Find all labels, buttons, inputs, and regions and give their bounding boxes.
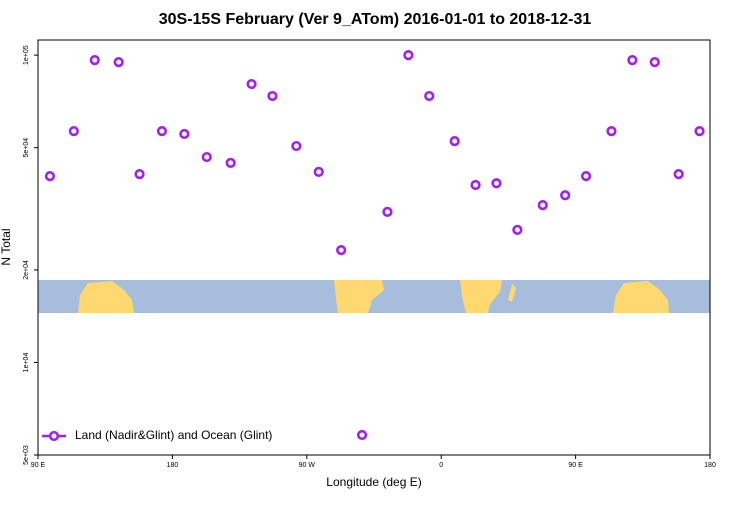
point bbox=[627, 55, 638, 66]
point bbox=[403, 50, 414, 61]
x-tick-label: 0 bbox=[439, 462, 443, 469]
point bbox=[580, 171, 592, 182]
point bbox=[336, 245, 347, 256]
world-map-strip bbox=[38, 280, 710, 313]
point bbox=[225, 157, 236, 169]
x-tick-label: 180 bbox=[167, 462, 179, 469]
point bbox=[537, 200, 548, 211]
point bbox=[89, 55, 100, 66]
chart-title: 30S-15S February (Ver 9_ATom) 2016-01-01… bbox=[159, 11, 592, 28]
legend-marker bbox=[48, 430, 60, 442]
x-tick-label: 90 E bbox=[568, 462, 583, 469]
point bbox=[449, 136, 460, 147]
point bbox=[356, 429, 368, 441]
x-axis-label: Longitude (deg E) bbox=[326, 475, 421, 489]
point bbox=[673, 169, 684, 180]
point bbox=[313, 166, 324, 177]
y-tick-label: 1e+05 bbox=[23, 45, 30, 65]
point bbox=[156, 125, 168, 137]
point bbox=[606, 125, 617, 137]
point bbox=[649, 57, 660, 68]
point bbox=[291, 140, 302, 152]
point bbox=[512, 224, 523, 235]
point bbox=[382, 206, 393, 217]
point bbox=[68, 125, 79, 137]
point bbox=[179, 128, 190, 140]
point bbox=[246, 78, 257, 90]
point bbox=[470, 179, 481, 191]
point bbox=[694, 125, 705, 137]
point bbox=[113, 57, 124, 68]
point bbox=[424, 90, 435, 102]
point bbox=[44, 171, 56, 182]
y-tick-label: 1e+04 bbox=[23, 353, 30, 373]
x-tick-label: 90 E bbox=[31, 462, 46, 469]
x-tick-label: 90 W bbox=[299, 462, 316, 469]
plot-frame bbox=[37, 39, 711, 456]
point bbox=[134, 169, 145, 180]
point bbox=[560, 190, 571, 201]
y-axis-label: N Total bbox=[0, 228, 13, 265]
point bbox=[491, 178, 502, 189]
x-tick-label: 180 bbox=[704, 462, 716, 469]
y-tick-label: 2e+04 bbox=[23, 260, 30, 280]
y-tick-label: 5e+03 bbox=[23, 445, 30, 465]
point bbox=[267, 90, 278, 102]
y-tick-label: 5e+04 bbox=[23, 138, 30, 158]
legend-label: Land (Nadir&Glint) and Ocean (Glint) bbox=[75, 428, 272, 442]
point bbox=[201, 151, 212, 163]
